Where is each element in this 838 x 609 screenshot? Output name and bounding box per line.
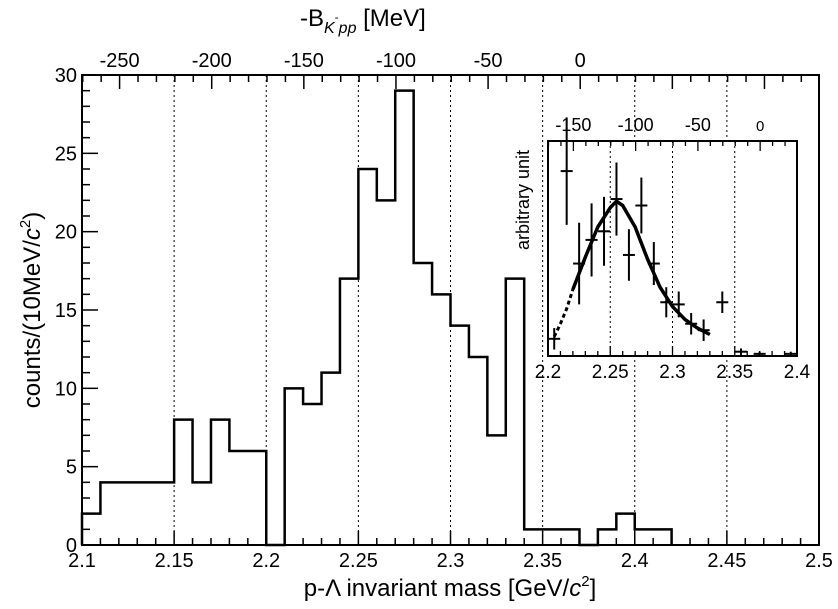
histogram-outline bbox=[80, 89, 673, 547]
y-tick-label: 5 bbox=[66, 457, 77, 479]
data-point bbox=[672, 291, 685, 318]
inset-x-tick-label: 2.25 bbox=[592, 362, 629, 383]
main-axis-ticks bbox=[81, 74, 820, 546]
x-tick-label: 2.3 bbox=[437, 550, 465, 572]
x-tick-label: 2.5 bbox=[805, 550, 833, 572]
inset-axis-ticks bbox=[547, 141, 798, 356]
fit-curve-solid bbox=[571, 199, 711, 337]
inset-y-axis-title: arbitrary unit bbox=[513, 150, 533, 250]
inset-top-tick-label: -50 bbox=[685, 115, 711, 135]
x-tick-label: 2.35 bbox=[523, 550, 562, 572]
x-tick-label: 2.15 bbox=[155, 550, 194, 572]
y-tick-label: 0 bbox=[66, 535, 77, 557]
y-tick-label: 20 bbox=[55, 222, 77, 244]
main-tick-labels: 2.1 2.15 2.2 2.25 2.3 2.35 2.4 2.45 2.5 0 5 10 15 20 2… bbox=[55, 50, 833, 572]
data-point bbox=[716, 291, 729, 313]
inset-top-tick-label: 0 bbox=[756, 118, 764, 135]
data-point bbox=[598, 196, 611, 266]
inset-background bbox=[548, 141, 797, 356]
inset-data-points bbox=[548, 117, 797, 356]
y-tick-label: 15 bbox=[55, 300, 77, 322]
inset-x-tick-label: 2.3 bbox=[659, 362, 685, 383]
data-point bbox=[622, 229, 635, 281]
top-axis-title: -BK-pp [MeV] bbox=[300, 5, 426, 37]
x-axis-title: p-Λ invariant mass [GeV/c2] bbox=[304, 573, 596, 602]
data-point bbox=[734, 348, 747, 355]
data-point bbox=[610, 162, 623, 236]
x-tick-label: 2.25 bbox=[339, 550, 378, 572]
x-tick-label: 2.4 bbox=[621, 550, 649, 572]
y-tick-label: 10 bbox=[55, 378, 77, 400]
inset-grid bbox=[609, 141, 736, 356]
inset-top-tick-label: -150 bbox=[555, 115, 591, 135]
top-tick-label: -100 bbox=[376, 50, 416, 72]
inset-x-tick-label: 2.35 bbox=[716, 362, 753, 383]
inset-x-tick-label: 2.4 bbox=[784, 362, 811, 383]
inset-fit-curve bbox=[552, 199, 711, 338]
data-point bbox=[560, 117, 573, 225]
top-tick-label: 0 bbox=[575, 50, 586, 72]
inset-tick-labels: 2.2 2.25 2.3 2.35 2.4 -150 -100 -50 0 bbox=[535, 115, 811, 383]
data-point bbox=[685, 313, 698, 335]
data-point bbox=[573, 222, 586, 305]
data-point bbox=[585, 203, 598, 277]
top-tick-label: -150 bbox=[284, 50, 324, 72]
data-point bbox=[697, 319, 710, 341]
data-point bbox=[548, 328, 561, 350]
inset-x-tick-label: 2.2 bbox=[535, 362, 561, 383]
y-axis-title: counts/(10MeV/c2) bbox=[17, 212, 46, 408]
inset-top-tick-label: -100 bbox=[618, 115, 654, 135]
data-point bbox=[660, 287, 673, 318]
top-tick-label: -50 bbox=[474, 50, 503, 72]
fit-curve-dashed bbox=[552, 288, 575, 338]
top-tick-label: -200 bbox=[192, 50, 232, 72]
x-tick-label: 2.2 bbox=[252, 550, 280, 572]
top-tick-label: -250 bbox=[100, 50, 140, 72]
y-tick-label: 25 bbox=[55, 143, 77, 165]
y-tick-label: 30 bbox=[55, 65, 77, 87]
main-histogram bbox=[80, 89, 673, 547]
data-point bbox=[635, 177, 648, 234]
data-point bbox=[647, 242, 660, 286]
x-tick-label: 2.1 bbox=[68, 550, 96, 572]
x-tick-label: 2.45 bbox=[707, 550, 746, 572]
